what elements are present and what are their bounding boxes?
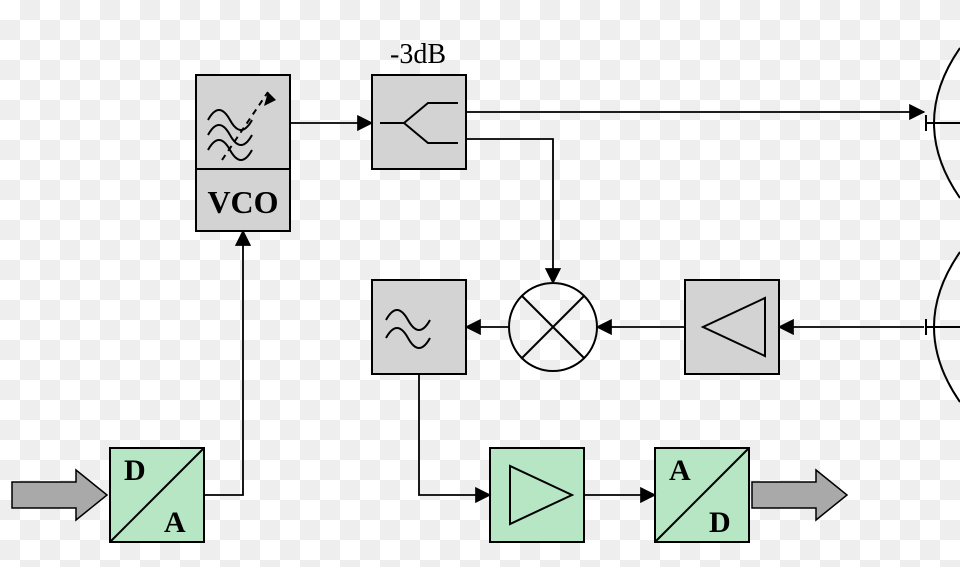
amp-block	[490, 448, 584, 542]
adc-block: A D	[655, 448, 749, 542]
wire-da-to-vco	[204, 231, 243, 495]
block-diagram: VCO -3dB D A A D	[0, 0, 960, 567]
wire-splitter-to-mixer	[466, 139, 553, 283]
mixer-block	[509, 283, 597, 371]
splitter-block: -3dB	[372, 39, 466, 169]
wires	[204, 112, 924, 495]
dac-d-label: D	[124, 454, 146, 487]
tunable-filter-block	[196, 75, 290, 169]
lna-block	[685, 280, 779, 374]
vco-block: VCO	[196, 169, 290, 231]
output-arrow	[752, 470, 847, 520]
splitter-label: -3dB	[390, 39, 446, 70]
wire-filter-to-amp	[419, 374, 490, 495]
rx-antenna	[926, 252, 960, 402]
dac-block: D A	[110, 448, 204, 542]
input-arrow	[12, 470, 107, 520]
adc-a-label: A	[669, 454, 691, 487]
tx-antenna	[926, 48, 960, 198]
vco-label: VCO	[207, 184, 278, 220]
filter-block	[372, 280, 466, 374]
dac-a-label: A	[164, 506, 186, 539]
adc-d-label: D	[709, 506, 731, 539]
